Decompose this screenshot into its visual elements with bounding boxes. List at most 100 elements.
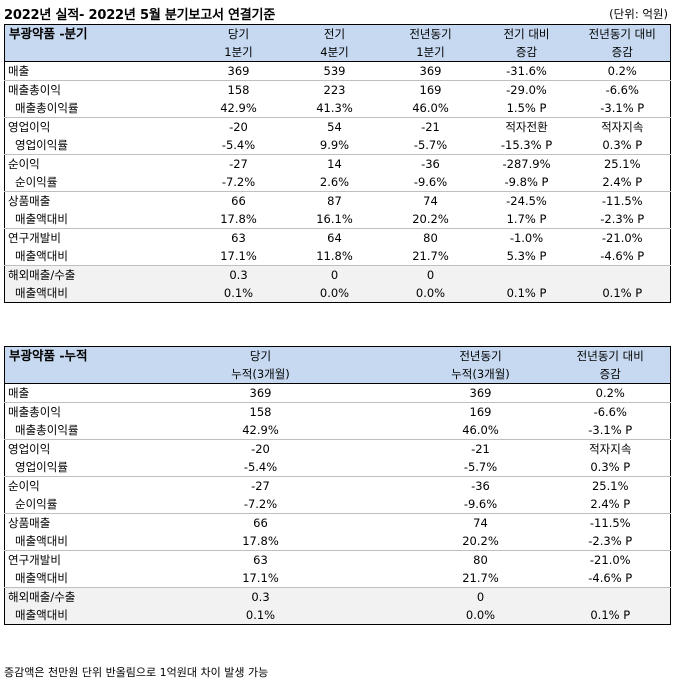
table-cell: 17.8%	[242, 534, 279, 548]
table-cell: 54	[286, 117, 383, 136]
row-label: 영업이익	[4, 117, 191, 136]
row-label: 매출액대비	[4, 284, 191, 303]
table-cell: 369	[410, 383, 551, 403]
footnote: 증감액은 천만원 단위 반올림으로 1억원대 차이 발생 가능	[4, 666, 269, 679]
table-row: 상품매출 66 74 -11.5%	[4, 513, 671, 532]
row-label: 매출	[4, 61, 191, 81]
table-cell: 46.0%	[462, 423, 499, 437]
table-cell: 2.6%	[319, 175, 350, 189]
table-cell: 0.3	[190, 587, 331, 606]
table-cell: -4.6% P	[600, 249, 645, 263]
table-cell: -5.7%	[413, 138, 448, 152]
table-cell: 17.1%	[242, 571, 279, 585]
table-cell	[331, 532, 411, 551]
table-cell: 16.1%	[316, 212, 353, 226]
column-subheader: 1분기	[382, 43, 479, 62]
row-label: 매출총이익	[4, 80, 191, 99]
table-cell: 0.0%	[382, 284, 479, 303]
table-row: 매출액대비 17.1% 11.8% 21.7% 5.3% P -4.6% P	[5, 247, 671, 266]
header-spacer	[330, 365, 411, 384]
table-row: 매출총이익률 42.9% 46.0% -3.1% P	[5, 421, 671, 440]
table-cell: -21	[410, 439, 551, 458]
table-row: 순이익률 -7.2% 2.6% -9.6% -9.8% P 2.4% P	[5, 173, 671, 192]
table-cell: -7.2%	[243, 497, 278, 511]
table-cell: -5.7%	[463, 460, 498, 474]
table-cell	[331, 495, 411, 514]
table-cell: 42.9%	[242, 423, 279, 437]
table-cell: -2.3% P	[600, 212, 645, 226]
table-cell	[550, 587, 671, 606]
table-cell: -27	[190, 154, 287, 173]
column-subheader: 증감	[574, 43, 671, 62]
column-header: 전기 대비	[478, 24, 575, 43]
table-cell: 25.1%	[550, 476, 671, 495]
table-cell: 158	[190, 402, 331, 421]
quarterly-table-body: 부광약품 -분기 당기 전기 전년동기 전기 대비 전년동기 대비 1분기 4분…	[4, 24, 671, 303]
table-cell: -9.8% P	[504, 175, 549, 189]
table-row: 매출 369 369 0.2%	[4, 383, 671, 403]
table-cell: 0	[382, 265, 479, 284]
column-header: 당기	[190, 346, 331, 365]
table-cell	[330, 402, 411, 421]
row-label: 순이익률	[15, 175, 58, 189]
row-label: 매출총이익률	[15, 423, 79, 437]
table-cell: -29.0%	[478, 80, 575, 99]
column-header: 전기	[286, 24, 383, 43]
table-cell: 1.7% P	[506, 212, 547, 226]
table-cell: 169	[410, 402, 551, 421]
column-subheader: 누적(3개월)	[190, 365, 331, 384]
table-cell: 87	[286, 191, 383, 210]
row-label: 연구개발비	[4, 228, 191, 247]
table-cell: 41.3%	[316, 101, 353, 115]
table-row: 매출총이익 158 223 169 -29.0% -6.6%	[4, 80, 671, 99]
table-cell: 0.1% P	[574, 284, 671, 303]
table-cell: 0.2%	[550, 383, 671, 403]
table-cell: 158	[190, 80, 287, 99]
row-label: 영업이익	[4, 439, 191, 458]
table-cell: 0.0%	[410, 606, 551, 625]
column-subheader: 증감	[478, 43, 575, 62]
row-label: 해외매출/수출	[4, 587, 191, 606]
table-cell: -21.0%	[574, 228, 671, 247]
table-cell: 0.0%	[286, 284, 383, 303]
table-cell	[330, 606, 411, 625]
table-cell: 369	[382, 61, 479, 81]
table-cell: 0.1%	[190, 606, 331, 625]
table-cell: 169	[382, 80, 479, 99]
table-cell	[331, 569, 411, 588]
table-row: 연구개발비 63 80 -21.0%	[4, 550, 671, 569]
table-cell: -6.6%	[574, 80, 671, 99]
table-cell: -27	[190, 476, 331, 495]
table-cell: 80	[382, 228, 479, 247]
table-cell: 74	[382, 191, 479, 210]
column-header: 전년동기	[382, 24, 479, 43]
table-cell	[331, 421, 411, 440]
table-cell: 42.9%	[220, 101, 257, 115]
column-header: 전년동기 대비	[574, 24, 671, 43]
row-label: 매출액대비	[4, 606, 191, 625]
table-cell: 11.8%	[316, 249, 353, 263]
row-label: 매출총이익	[4, 402, 191, 421]
table-cell: 0	[286, 265, 383, 284]
row-label: 상품매출	[4, 191, 191, 210]
table-cell: -3.1% P	[600, 101, 645, 115]
column-header: 전년동기 대비	[550, 346, 671, 365]
table-cell: -2.3% P	[588, 534, 633, 548]
table-row: 매출총이익 158 169 -6.6%	[4, 402, 671, 421]
table-cell: -11.5%	[550, 513, 671, 532]
table-cell	[330, 476, 411, 495]
table-cell: 0.3% P	[602, 138, 643, 152]
table-cell: 25.1%	[574, 154, 671, 173]
table-cell: 2.4% P	[590, 497, 631, 511]
table-cell: -3.1% P	[588, 423, 633, 437]
table-cell: -20	[190, 439, 331, 458]
quarterly-header-row-bottom: 1분기 4분기 1분기 증감 증감	[4, 43, 671, 62]
row-label: 순이익	[4, 476, 191, 495]
table-cell: 539	[286, 61, 383, 81]
table-cell	[330, 513, 411, 532]
table-cell: 66	[190, 191, 287, 210]
table-cell: 63	[190, 550, 331, 569]
table-row: 영업이익률 -5.4% -5.7% 0.3% P	[5, 458, 671, 477]
table-row: 해외매출/수출 0.3 0	[4, 587, 671, 606]
table-cell	[330, 587, 411, 606]
